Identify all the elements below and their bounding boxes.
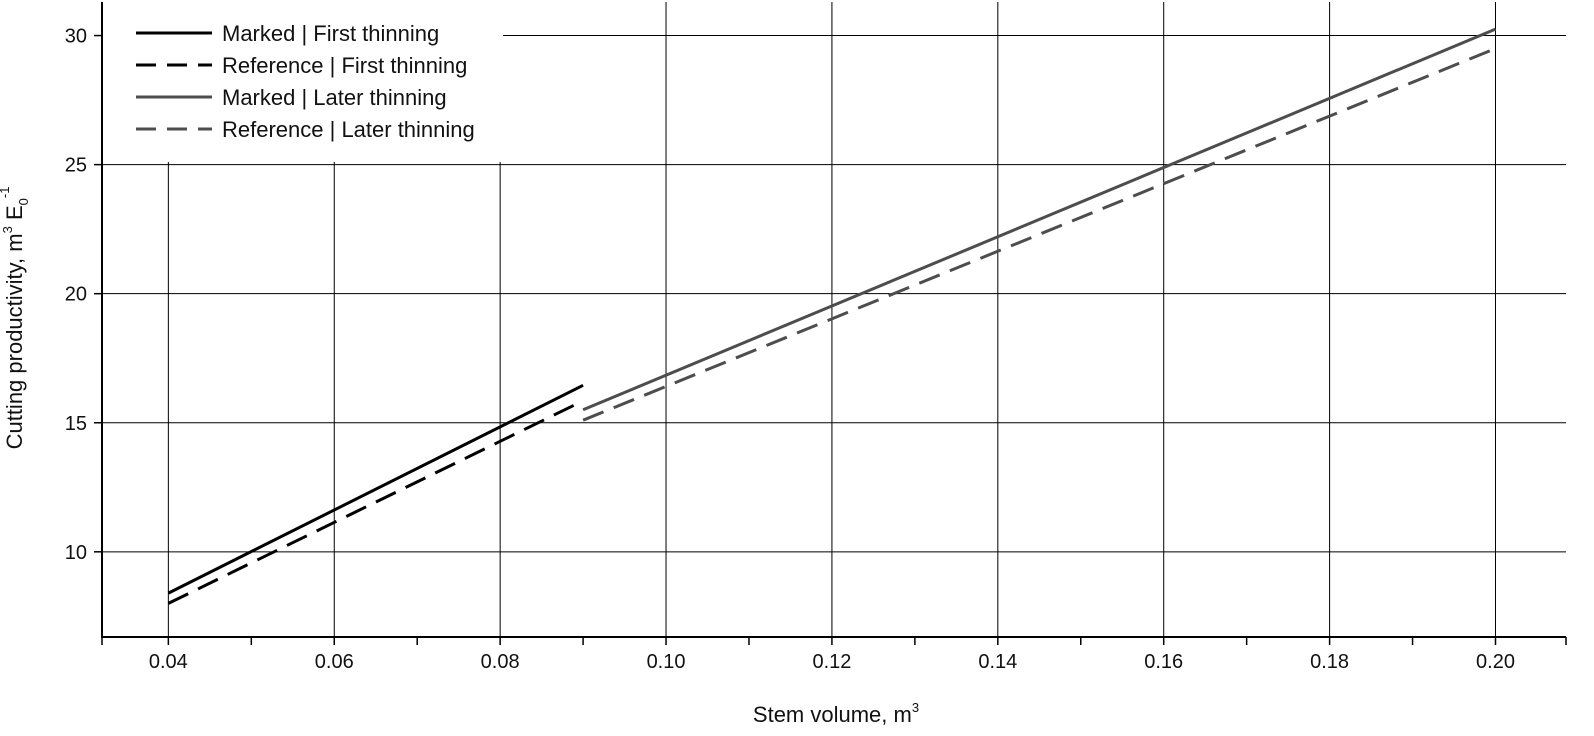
legend-label: Marked | First thinning [222, 21, 439, 46]
x-tick-label: 0.14 [978, 651, 1017, 673]
legend-label: Reference | Later thinning [222, 117, 475, 142]
x-tick-label: 0.18 [1310, 651, 1349, 673]
x-tick-label: 0.06 [315, 651, 354, 673]
x-tick-label: 0.08 [481, 651, 520, 673]
axes: 0.04 0.06 0.08 0.10 0.12 0.14 0.16 0.18 0.20 10 15… [65, 2, 1567, 673]
x-tick-label: 0.20 [1476, 651, 1515, 673]
y-tick-label: 25 [65, 155, 87, 177]
x-tick-label: 0.16 [1144, 651, 1183, 673]
series-line [582, 47, 1497, 422]
series-line [167, 399, 584, 605]
y-tick-label: 10 [65, 542, 87, 564]
y-tick-label: 15 [65, 413, 87, 435]
legend-box [103, 2, 503, 162]
x-axis-title: Stem volume, m3 [753, 700, 919, 727]
series-line [582, 27, 1497, 412]
x-tick-label: 0.10 [647, 651, 686, 673]
y-tick-label: 30 [65, 26, 87, 48]
x-tick-label: 0.04 [149, 651, 188, 673]
y-axis-title: Cutting productivity, m3 E0-1 [0, 187, 31, 450]
legend: Marked | First thinning Reference | First… [103, 2, 503, 162]
series-line [167, 383, 584, 595]
data-series [167, 27, 1497, 605]
legend-label: Marked | Later thinning [222, 85, 447, 110]
x-tick-label: 0.12 [812, 651, 851, 673]
legend-label: Reference | First thinning [222, 53, 467, 78]
y-tick-label: 20 [65, 284, 87, 306]
